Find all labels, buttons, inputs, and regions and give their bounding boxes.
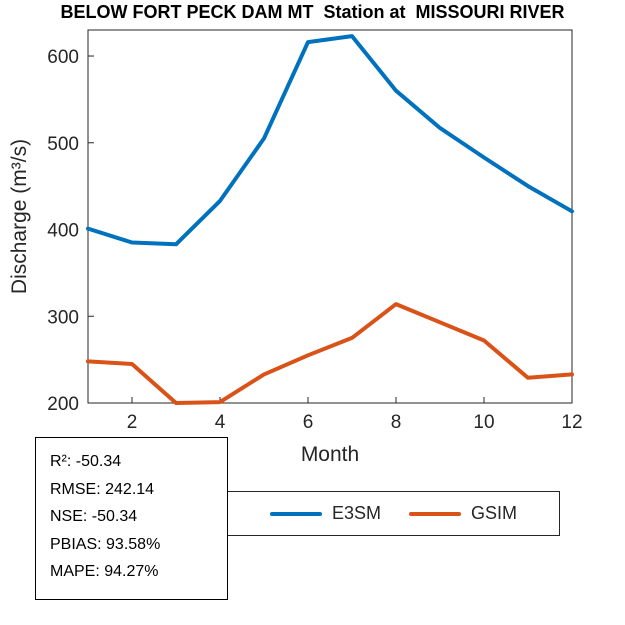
legend-label-e3sm: E3SM: [331, 503, 381, 523]
legend-item-e3sm: E3SM: [269, 503, 381, 524]
legend-swatch-gsim: [409, 511, 461, 516]
gsim-line: [86, 302, 574, 405]
chart-title: BELOW FORT PECK DAM MT Station at MISSOU…: [60, 2, 565, 22]
plot-box: [87, 29, 573, 404]
y-axis-label: Discharge (m³/s): [8, 139, 31, 294]
stat-r2: R²: -50.34: [50, 453, 122, 470]
y-tick-label: 300: [47, 307, 79, 328]
x-tick-label: 4: [215, 412, 226, 433]
x-tick-label: 10: [473, 412, 494, 433]
stat-rmse: RMSE: 242.14: [50, 480, 155, 498]
y-tick-label: 500: [47, 134, 79, 155]
legend: E3SM GSIM: [227, 491, 560, 536]
y-tick-label: 600: [47, 47, 79, 68]
x-tick-label: 6: [303, 412, 314, 433]
y-tick-label: 400: [47, 221, 79, 242]
x-tick-label: 12: [561, 412, 582, 433]
stats-annotation-box: R²: -50.34 RMSE: 242.14 NSE: -50.34 PBIA…: [35, 437, 228, 600]
x-tick-label: 2: [127, 412, 138, 433]
legend-label-gsim: GSIM: [471, 503, 518, 523]
legend-item-gsim: GSIM: [409, 503, 517, 524]
stat-nse: NSE: -50.34: [50, 508, 138, 526]
legend-swatch-e3sm: [269, 511, 322, 516]
stat-mape: MAPE: 94.27%: [50, 563, 159, 581]
stat-pbias: PBIAS: 93.58%: [50, 535, 161, 553]
y-tick-label: 200: [47, 394, 79, 415]
e3sm-line: [86, 34, 574, 247]
x-axis-label: Month: [301, 443, 359, 466]
x-tick-label: 8: [391, 412, 402, 433]
